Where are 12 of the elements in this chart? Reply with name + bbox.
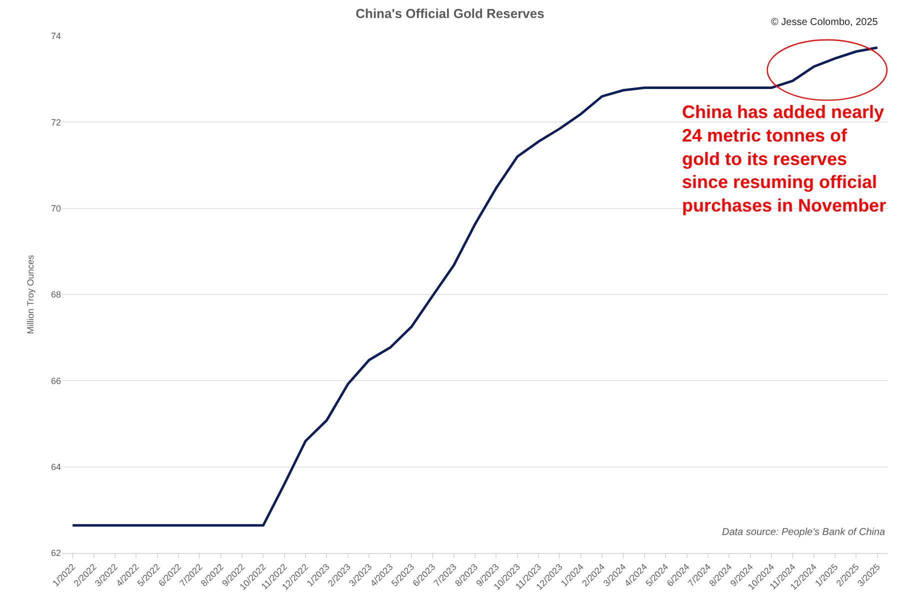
y-tick-label: 66 — [50, 376, 61, 386]
annotation: China has added nearly 24 metric tonnes of gold to its reserves since resuming official purchases in November — [682, 102, 886, 216]
text: © Jesse Colombo, 2025 — [771, 17, 878, 28]
y-tick-label: 68 — [50, 290, 61, 300]
y-tick-label: 72 — [50, 117, 61, 128]
y-tick-label: 74 — [50, 31, 61, 42]
y-tick-label: 64 — [50, 462, 61, 472]
y-tick-label: 70 — [50, 203, 61, 214]
chart-title: China's Official Gold Reserves — [356, 6, 544, 22]
y-axis-title: Million Troy Ounces — [25, 254, 36, 334]
y-tick-label: 62 — [50, 548, 61, 558]
annotation: Data source: People's Bank of China — [722, 527, 886, 538]
